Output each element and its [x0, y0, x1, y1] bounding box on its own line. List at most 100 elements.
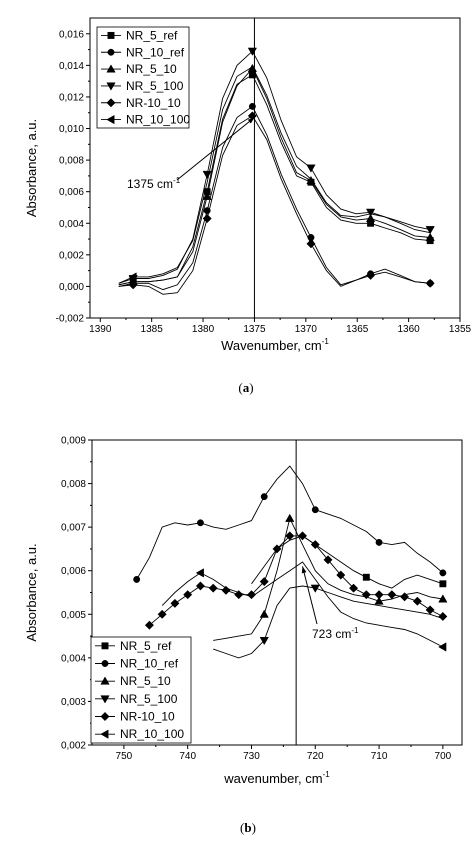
- series-line: [161, 561, 444, 648]
- data-point: [297, 531, 308, 541]
- data-point: [285, 531, 295, 541]
- legend-entry: NR_10_ref: [95, 657, 179, 671]
- legend-label: NR-10_10: [126, 96, 181, 110]
- data-point: [259, 609, 269, 618]
- y-tick-label: 0,004: [59, 219, 84, 230]
- series-NR_10_ref: [133, 465, 447, 583]
- legend-label: NR_5_ref: [120, 639, 172, 653]
- data-point: [247, 63, 258, 72]
- data-point: [183, 590, 193, 600]
- y-axis-label: Absorbance, a.u.: [24, 119, 39, 217]
- series-line: [118, 115, 431, 295]
- data-point: [202, 213, 212, 224]
- legend-label: NR_10_100: [126, 113, 190, 127]
- panel-caption-paren-close: ): [252, 820, 256, 835]
- x-tick-label: 1380: [192, 324, 215, 335]
- legend-marker: [101, 642, 109, 650]
- annotation-arrowhead: [247, 117, 255, 124]
- legend-label: NR_5_10: [126, 62, 177, 76]
- data-point: [366, 270, 376, 280]
- legend-entry: NR_10_100: [101, 113, 190, 127]
- data-point: [438, 611, 448, 622]
- data-point: [348, 583, 359, 593]
- data-point: [247, 47, 258, 56]
- x-axis-label-sup: -1: [323, 770, 331, 779]
- data-point: [438, 642, 447, 652]
- data-point: [259, 636, 269, 646]
- panel-caption: (b): [240, 820, 256, 835]
- legend-label: NR_5_100: [120, 692, 178, 706]
- data-point: [202, 191, 212, 200]
- data-point: [157, 609, 167, 619]
- data-point: [365, 213, 376, 222]
- legend-entry: NR_10_100: [95, 727, 184, 741]
- annotation-label-sup: -1: [351, 626, 359, 635]
- legend-label: NR_10_ref: [120, 657, 179, 671]
- x-tick-label: 700: [435, 751, 452, 762]
- series-line: [213, 585, 444, 659]
- x-tick-label: 1390: [89, 324, 112, 335]
- data-point: [425, 605, 435, 615]
- data-point: [336, 570, 346, 580]
- series-NR-10_10: [144, 531, 448, 630]
- y-tick-label: 0,009: [61, 436, 86, 447]
- y-tick-label: 0,006: [59, 187, 84, 198]
- x-tick-label: 1365: [346, 324, 369, 335]
- legend-box: [90, 636, 192, 744]
- legend-label: NR_5_ref: [126, 28, 178, 42]
- y-tick-label: 0,002: [59, 250, 84, 261]
- data-point: [412, 596, 422, 606]
- legend-label: NR_5_10: [120, 674, 171, 688]
- legend-label: NR-10_10: [120, 710, 175, 724]
- data-point: [306, 239, 316, 249]
- data-point: [387, 590, 397, 600]
- series-NR_5_100: [213, 584, 444, 659]
- x-tick-label: 1385: [141, 324, 164, 335]
- x-axis-label: Wavenumber, cm-1: [221, 337, 329, 353]
- legend-entry: NR_5_100: [101, 79, 184, 93]
- chart-panel-a: 1390 1385 1380 1375 1370 1365 1360 1355 -0,002 0,…: [24, 17, 472, 395]
- series-NR_10_100: [161, 561, 447, 652]
- legend-entry: NR-10_10: [95, 710, 175, 724]
- legend-marker: [106, 64, 116, 73]
- x-axis-label: wavenumber, cm-1: [223, 770, 330, 786]
- y-tick-label: 0,014: [59, 61, 84, 72]
- x-tick-label: 730: [243, 751, 260, 762]
- legend-marker: [101, 660, 109, 667]
- panel-caption-letter: b: [244, 820, 251, 835]
- annotation-label: 723 cm-1: [312, 626, 359, 641]
- series-line: [213, 517, 443, 641]
- y-tick-label: -0,002: [56, 314, 85, 325]
- x-tick-label: 750: [116, 751, 133, 762]
- y-tick-label: 0,007: [61, 523, 86, 534]
- series-line: [118, 67, 431, 286]
- data-point: [438, 594, 448, 603]
- data-point: [375, 538, 383, 546]
- data-point: [365, 208, 376, 217]
- legend-label: NR_10_100: [120, 727, 184, 741]
- data-point: [374, 590, 384, 600]
- panel-caption-paren-close: ): [249, 380, 253, 395]
- data-point: [374, 596, 384, 605]
- data-point: [246, 590, 257, 600]
- legend-marker: [100, 711, 110, 722]
- data-point: [128, 272, 137, 282]
- data-point: [310, 584, 320, 593]
- legend-entry: NR_5_ref: [101, 28, 178, 42]
- data-point: [170, 598, 180, 608]
- legend-marker: [106, 82, 116, 91]
- series-NR_10_100: [118, 66, 431, 284]
- legend-marker: [106, 114, 115, 125]
- panel-caption-letter: a: [243, 380, 250, 395]
- legend-box: [96, 26, 190, 129]
- x-tick-label: 1375: [243, 324, 266, 335]
- series-line: [136, 465, 444, 580]
- data-point: [133, 575, 141, 583]
- panel-caption-paren-open: (: [240, 820, 244, 835]
- y-tick-label: 0,008: [61, 479, 86, 490]
- legend-marker: [107, 48, 115, 56]
- data-point: [260, 493, 268, 501]
- y-tick-label: 0,004: [61, 653, 86, 664]
- series-line: [118, 105, 431, 291]
